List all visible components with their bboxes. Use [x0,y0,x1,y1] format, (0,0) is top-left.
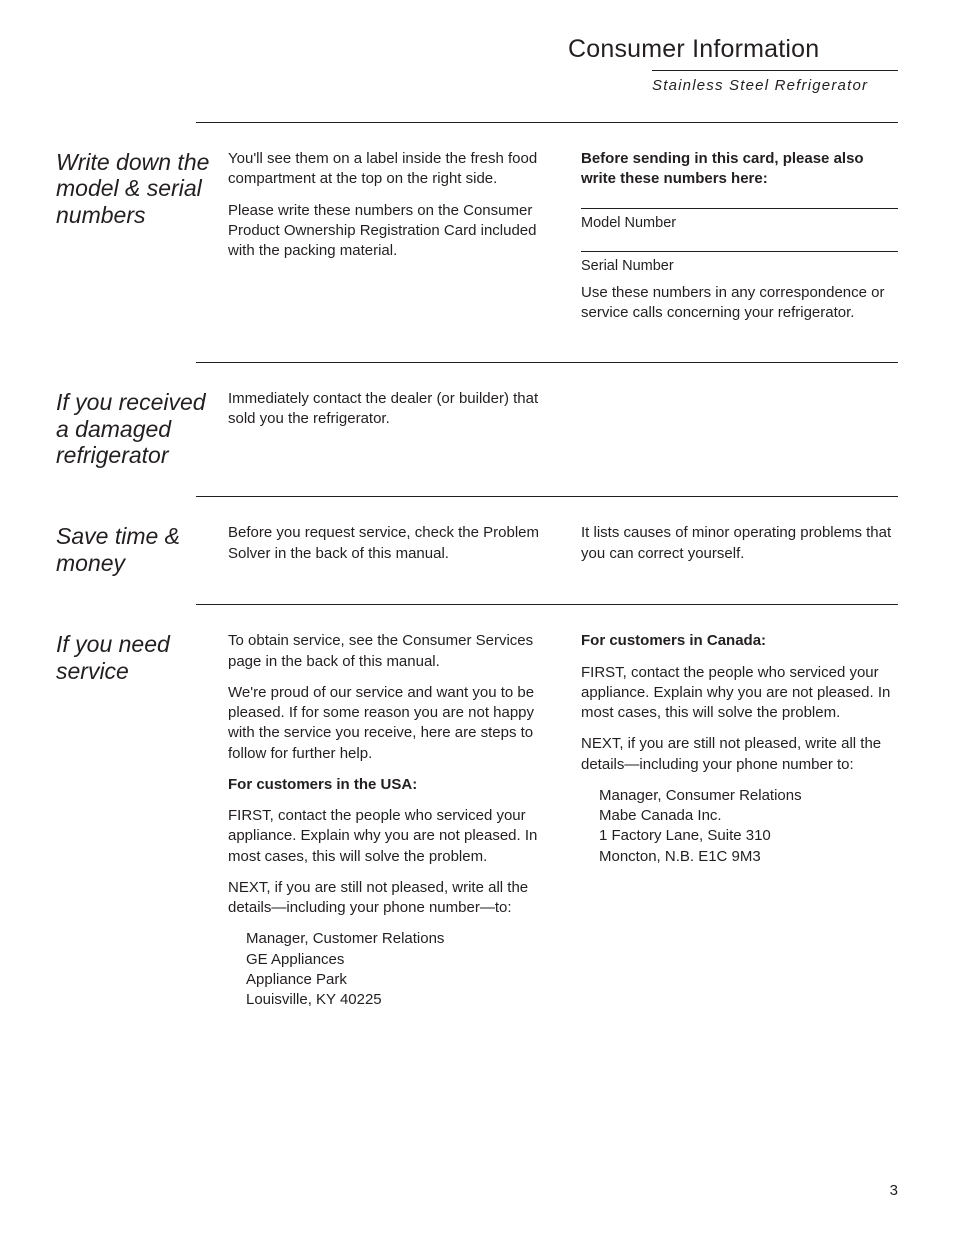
section-save-time: Save time & money Before you request ser… [56,523,898,576]
section-heading: Save time & money [56,523,228,576]
body-text: FIRST, contact the people who serviced y… [581,663,898,724]
section-divider [196,362,898,363]
column-right [581,389,898,468]
body-text: You'll see them on a label inside the fr… [228,149,545,190]
column-right: It lists causes of minor operating probl… [581,523,898,576]
section-damaged: If you received a damaged refrigerator I… [56,389,898,468]
address-block-usa: Manager, Customer Relations GE Appliance… [246,929,545,1010]
bold-text: For customers in Canada: [581,631,898,651]
section-divider [196,604,898,605]
body-text: FIRST, contact the people who serviced y… [228,806,545,867]
page-number: 3 [890,1182,898,1199]
section-body: Before you request service, check the Pr… [228,523,898,576]
column-right: Before sending in this card, please also… [581,149,898,334]
field-label-model: Model Number [581,214,898,234]
column-left: Before you request service, check the Pr… [228,523,545,576]
body-text: Immediately contact the dealer (or build… [228,389,545,430]
section-need-service: If you need service To obtain service, s… [56,631,898,1010]
body-text: Use these numbers in any correspondence … [581,283,898,324]
section-heading: Write down the model & serial numbers [56,149,228,334]
body-text: NEXT, if you are still not pleased, writ… [228,878,545,919]
document-page: Consumer Information Stainless Steel Ref… [0,0,954,1010]
section-heading: If you need service [56,631,228,1010]
address-line: Louisville, KY 40225 [246,990,545,1010]
bold-text: Before sending in this card, please also… [581,149,898,190]
section-body: You'll see them on a label inside the fr… [228,149,898,334]
address-line: GE Appliances [246,950,545,970]
address-line: Manager, Consumer Relations [599,786,898,806]
column-left: To obtain service, see the Consumer Serv… [228,631,545,1010]
address-line: Mabe Canada Inc. [599,806,898,826]
body-text: It lists causes of minor operating probl… [581,523,898,564]
page-header: Consumer Information Stainless Steel Ref… [56,35,898,94]
field-line [581,208,898,209]
column-left: You'll see them on a label inside the fr… [228,149,545,334]
section-divider [196,122,898,123]
address-line: Appliance Park [246,970,545,990]
body-text: NEXT, if you are still not pleased, writ… [581,734,898,775]
header-title: Consumer Information [568,35,898,70]
column-left: Immediately contact the dealer (or build… [228,389,545,468]
column-right: For customers in Canada: FIRST, contact … [581,631,898,1010]
body-text: We're proud of our service and want you … [228,683,545,764]
address-line: 1 Factory Lane, Suite 310 [599,826,898,846]
header-subtitle: Stainless Steel Refrigerator [652,71,898,94]
section-model-serial: Write down the model & serial numbers Yo… [56,149,898,334]
section-divider [196,496,898,497]
address-line: Manager, Customer Relations [246,929,545,949]
field-line [581,251,898,252]
section-body: To obtain service, see the Consumer Serv… [228,631,898,1010]
field-label-serial: Serial Number [581,257,898,277]
section-body: Immediately contact the dealer (or build… [228,389,898,468]
section-heading: If you received a damaged refrigerator [56,389,228,468]
body-text: Before you request service, check the Pr… [228,523,545,564]
body-text: To obtain service, see the Consumer Serv… [228,631,545,672]
address-line: Moncton, N.B. E1C 9M3 [599,847,898,867]
bold-text: For customers in the USA: [228,775,545,795]
body-text: Please write these numbers on the Consum… [228,201,545,262]
address-block-canada: Manager, Consumer Relations Mabe Canada … [599,786,898,867]
